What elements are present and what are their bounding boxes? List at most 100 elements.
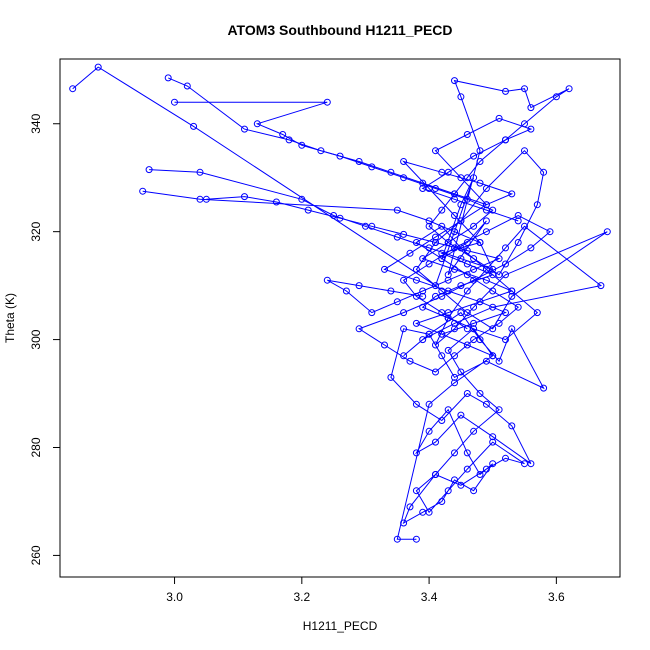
- data-point: [451, 352, 458, 360]
- data-point: [69, 85, 77, 93]
- data-point: [457, 174, 465, 182]
- data-point: [527, 104, 535, 112]
- data-point: [432, 233, 439, 241]
- data-point: [502, 309, 509, 317]
- data-point: [495, 357, 503, 365]
- x-tick-label: 3.0: [166, 590, 183, 604]
- data-point: [482, 357, 490, 365]
- data-point: [470, 427, 478, 435]
- data-point: [412, 487, 420, 495]
- data-point: [495, 114, 503, 122]
- data-point: [355, 325, 363, 333]
- data-point: [470, 265, 478, 273]
- series-6: [202, 193, 503, 317]
- series-5: [164, 74, 509, 338]
- data-point: [425, 427, 433, 435]
- data-point: [304, 206, 312, 214]
- data-point: [253, 120, 261, 128]
- data-point: [489, 206, 497, 214]
- data-point: [444, 314, 452, 322]
- data-point: [508, 287, 516, 295]
- data-point: [432, 239, 439, 246]
- data-point: [342, 287, 350, 295]
- data-point: [451, 476, 458, 484]
- data-point: [514, 217, 522, 225]
- data-point: [387, 168, 395, 176]
- x-tick-label: 3.6: [548, 590, 565, 604]
- data-point: [406, 357, 414, 365]
- data-point: [482, 228, 490, 236]
- data-point: [533, 201, 541, 209]
- data-point: [400, 158, 408, 165]
- data-point: [412, 449, 420, 457]
- data-point: [540, 384, 548, 392]
- data-point: [438, 417, 446, 424]
- data-point: [514, 239, 522, 246]
- series-line: [206, 196, 501, 314]
- data-point: [463, 390, 471, 397]
- y-tick-label: 320: [29, 221, 43, 241]
- data-point: [444, 309, 452, 317]
- data-point: [317, 147, 325, 155]
- data-point: [470, 255, 478, 263]
- data-point: [463, 131, 471, 138]
- data-point: [190, 122, 198, 130]
- data-point: [406, 249, 414, 257]
- data-point: [393, 535, 401, 543]
- data-point: [489, 460, 497, 468]
- data-point: [457, 255, 465, 263]
- series-line: [142, 190, 551, 373]
- data-point: [202, 195, 210, 203]
- data-point: [521, 85, 528, 93]
- data-point: [272, 198, 280, 206]
- series-line: [174, 101, 514, 357]
- data-point: [451, 195, 458, 203]
- data-point: [451, 228, 458, 236]
- series-line: [72, 66, 608, 540]
- data-point: [336, 152, 344, 160]
- data-point: [183, 82, 191, 90]
- data-point: [432, 341, 439, 349]
- data-point: [412, 319, 420, 327]
- data-point: [438, 292, 446, 300]
- data-point: [381, 341, 388, 349]
- data-point: [508, 292, 516, 300]
- data-point: [495, 255, 503, 263]
- data-point: [489, 265, 497, 273]
- data-point: [419, 179, 427, 187]
- data-point: [145, 166, 153, 174]
- data-point: [438, 206, 446, 214]
- data-point: [444, 287, 452, 295]
- data-point: [432, 368, 439, 376]
- data-point: [171, 98, 178, 106]
- data-point: [444, 406, 452, 414]
- y-tick-label: 260: [29, 545, 43, 565]
- data-point: [470, 319, 478, 327]
- data-point: [355, 282, 363, 290]
- data-point: [241, 193, 248, 201]
- data-point: [425, 330, 433, 338]
- data-point: [470, 222, 478, 230]
- data-point: [476, 179, 484, 187]
- data-point: [451, 379, 458, 387]
- data-point: [463, 287, 471, 295]
- data-point: [425, 222, 433, 230]
- data-point: [476, 158, 484, 165]
- data-point: [565, 85, 573, 93]
- data-point: [482, 217, 490, 225]
- data-point: [470, 276, 478, 284]
- data-point: [393, 206, 401, 214]
- data-point: [502, 136, 509, 144]
- data-point: [432, 147, 439, 155]
- data-point: [164, 74, 172, 82]
- data-point: [412, 535, 420, 543]
- data-point: [546, 228, 554, 236]
- data-point: [298, 195, 306, 203]
- data-point: [457, 411, 465, 419]
- data-point: [444, 276, 452, 284]
- data-point: [425, 508, 433, 516]
- plot-frame: [59, 58, 621, 578]
- data-point: [502, 271, 509, 279]
- data-point: [387, 373, 395, 381]
